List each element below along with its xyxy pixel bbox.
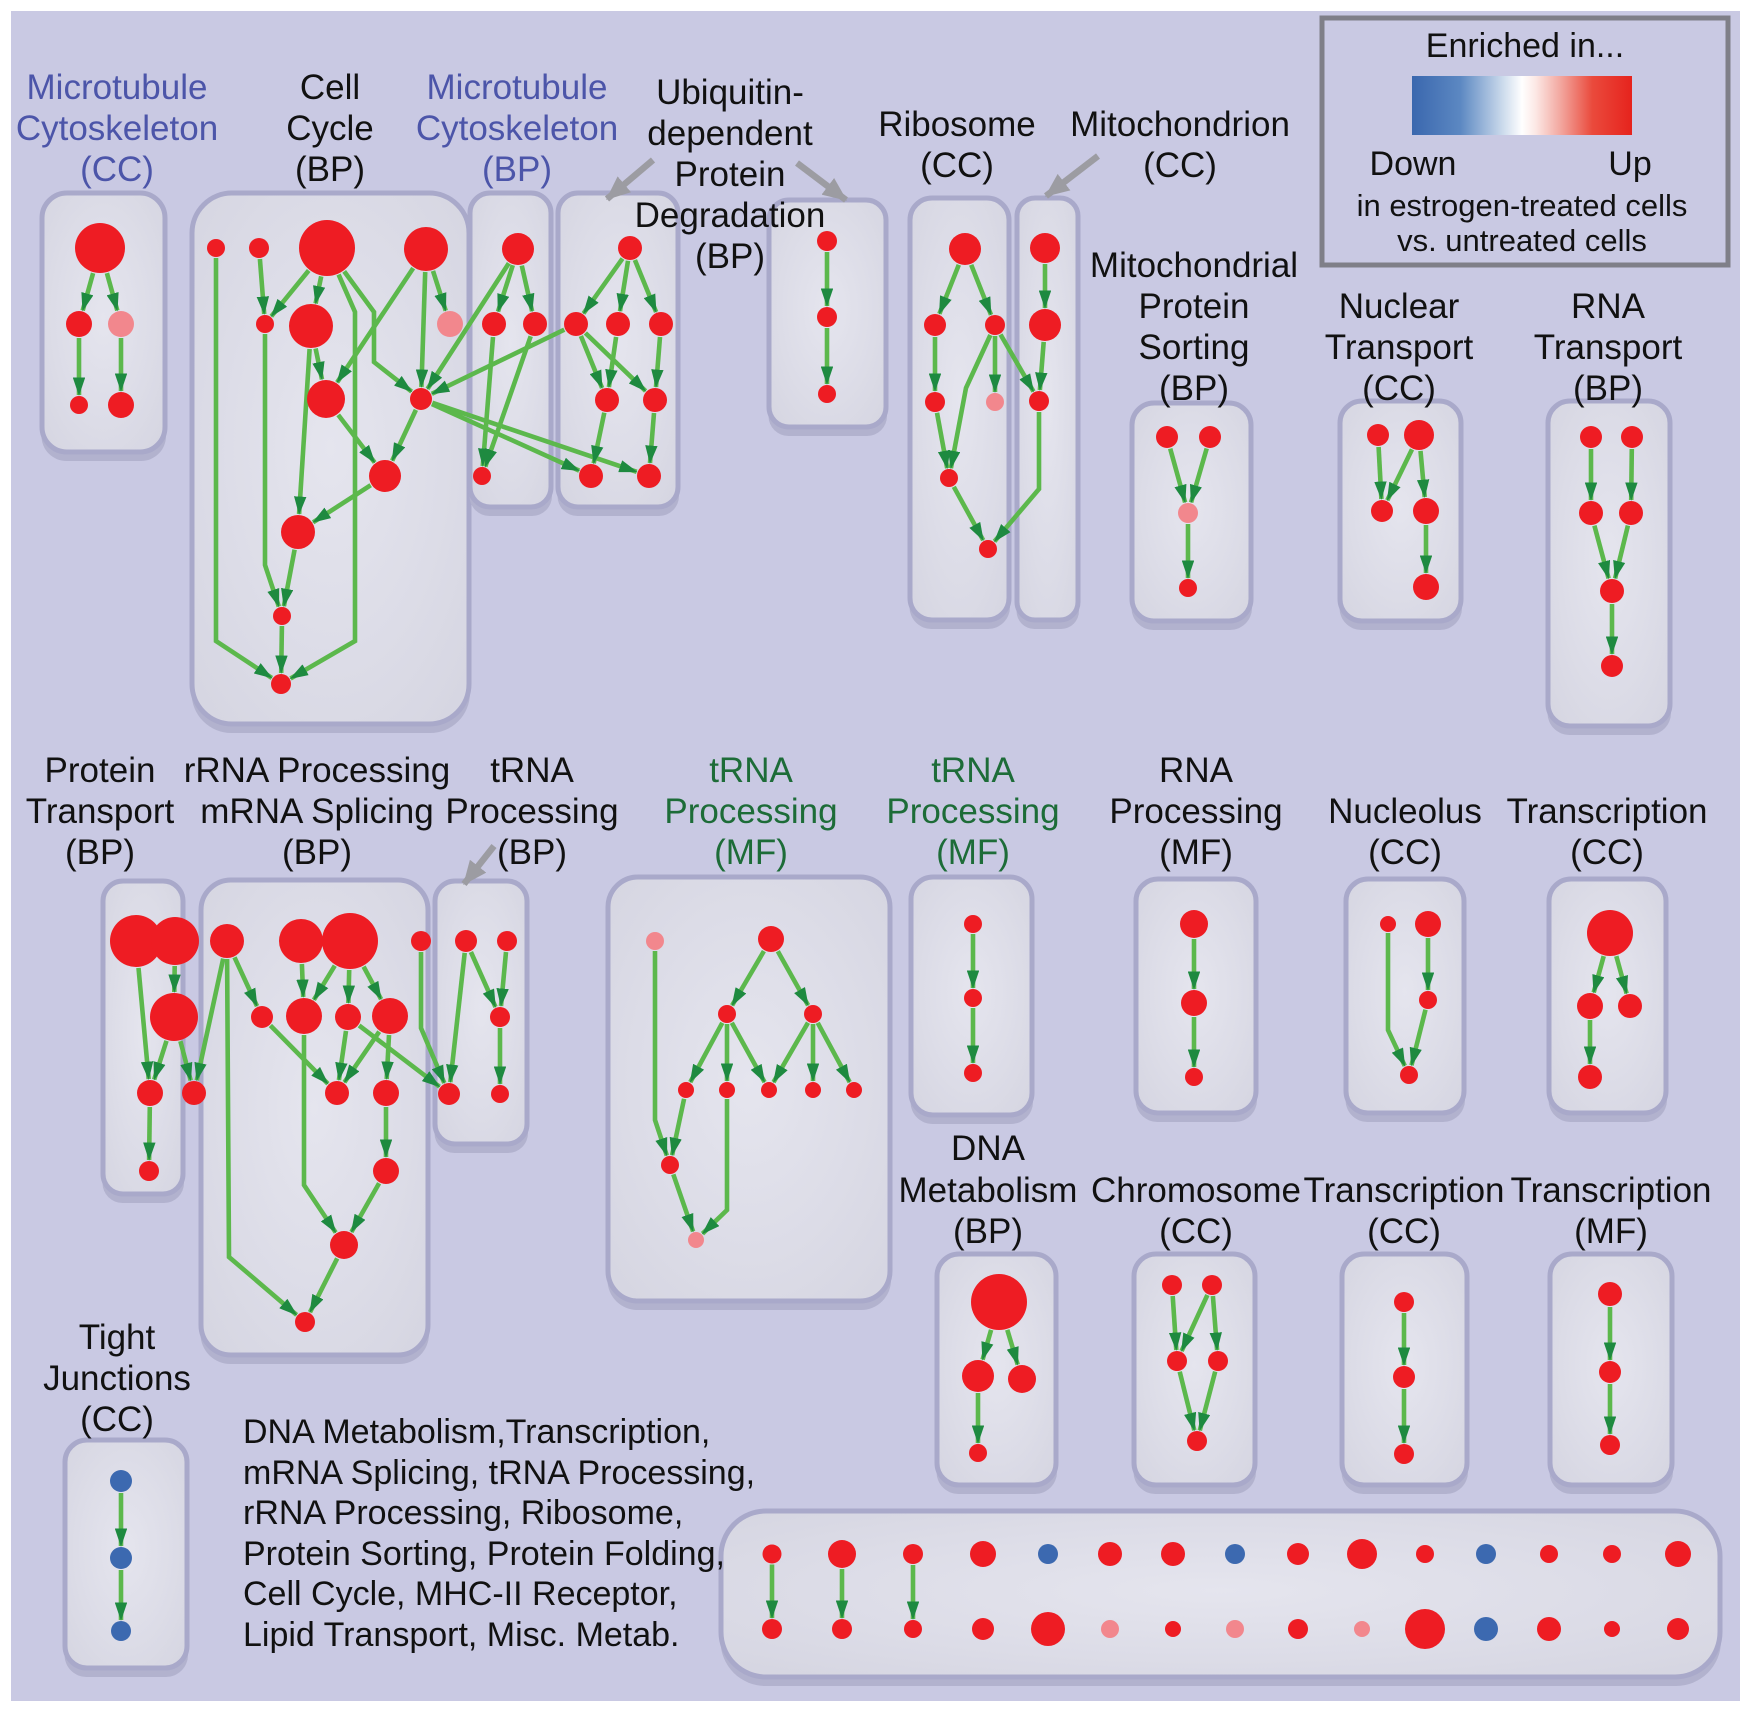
svg-text:Chromosome(CC): Chromosome (CC) <box>1091 1171 1301 1251</box>
svg-text:DNA Metabolism,Transcription,m: DNA Metabolism,Transcription, mRNA Splici… <box>243 1413 755 1654</box>
svg-text:vs. untreated cells: vs. untreated cells <box>1397 223 1647 258</box>
svg-text:Nucleolus(CC): Nucleolus (CC) <box>1328 792 1482 872</box>
svg-text:in estrogen-treated cells: in estrogen-treated cells <box>1357 188 1688 223</box>
svg-text:Transcription(CC): Transcription (CC) <box>1304 1171 1505 1251</box>
svg-text:Up: Up <box>1608 145 1651 183</box>
svg-text:Down: Down <box>1370 145 1457 183</box>
svg-text:Transcription(CC): Transcription (CC) <box>1507 792 1708 872</box>
svg-text:Ribosome(CC): Ribosome (CC) <box>878 105 1036 185</box>
svg-text:Transcription(MF): Transcription (MF) <box>1511 1171 1712 1251</box>
svg-text:Enriched in...: Enriched in... <box>1426 27 1624 65</box>
svg-text:Mitochondrion(CC): Mitochondrion (CC) <box>1070 105 1290 185</box>
